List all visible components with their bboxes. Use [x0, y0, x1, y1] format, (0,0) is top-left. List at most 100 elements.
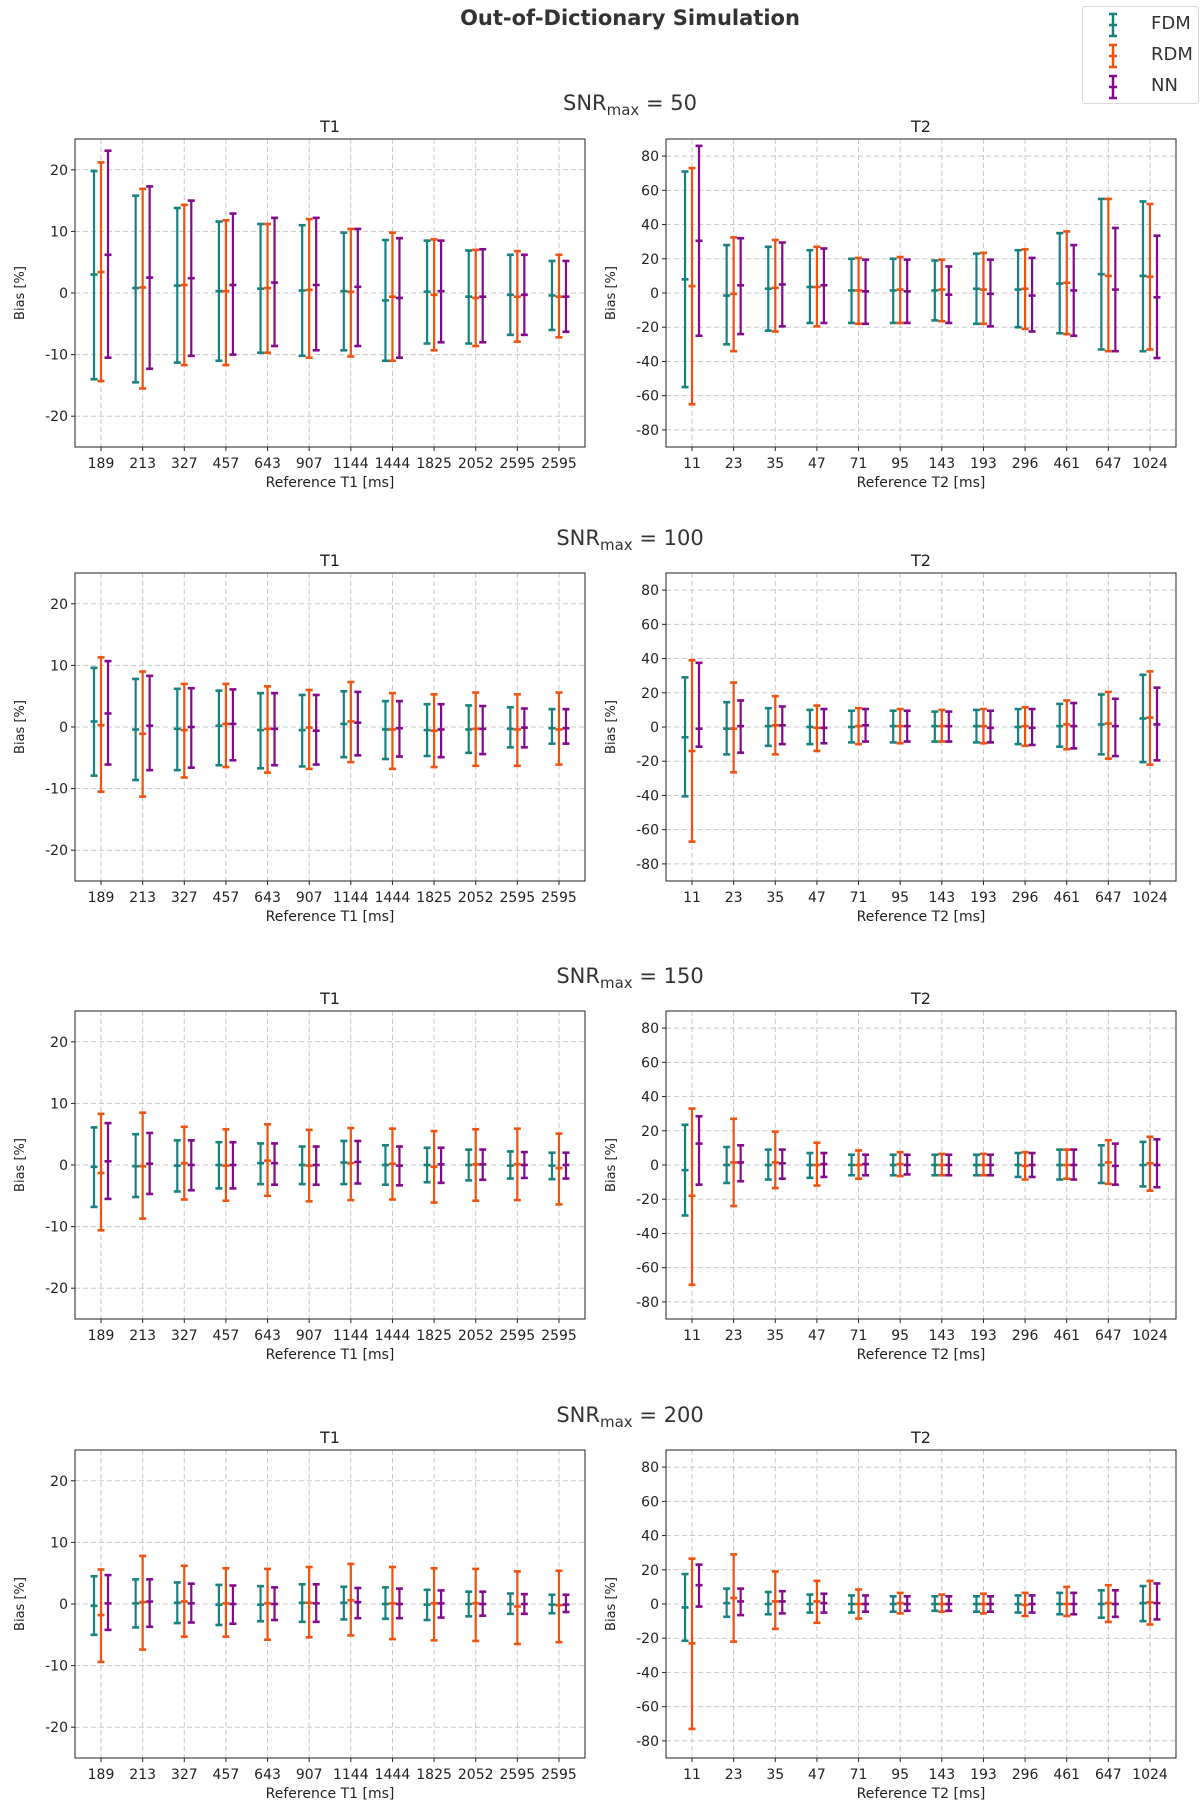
series-fdm	[681, 1572, 1147, 1643]
errorbar-rdm	[1021, 248, 1029, 331]
x-tick-label: 643	[254, 890, 281, 906]
x-axis-label: Reference T1 [ms]	[266, 475, 395, 491]
row-title-value: = 150	[639, 964, 704, 988]
errorbar-nn	[395, 699, 403, 758]
errorbar-rdm	[979, 1152, 987, 1177]
errorbar-fdm	[1139, 673, 1147, 764]
errorbar-nn	[986, 709, 994, 744]
errorbar-fdm	[423, 702, 431, 758]
y-tick-label: 40	[641, 218, 659, 234]
series-nn	[695, 144, 1161, 360]
errorbar-rdm	[1104, 1583, 1112, 1624]
errorbar-rdm	[97, 161, 105, 383]
chart-panel-snr100-t1: -20 -10 0 10 20 189 213 327 457 643 907 1144 1444 182…	[13, 551, 586, 925]
y-axis-label: Bias [%]	[13, 266, 28, 320]
y-tick-label: 10	[50, 1096, 68, 1112]
errorbar-rdm	[1063, 1585, 1071, 1618]
errorbar-nn	[778, 1148, 786, 1180]
errorbar-rdm	[139, 1554, 147, 1651]
errorbar-fdm	[548, 1151, 556, 1181]
x-tick-label: 2595	[541, 1767, 577, 1783]
errorbar-rdm	[139, 187, 147, 390]
x-axis-label: Reference T1 [ms]	[266, 909, 395, 925]
x-tick-label: 23	[725, 890, 743, 906]
x-tick-label: 2052	[458, 890, 494, 906]
errorbar-rdm	[347, 227, 355, 358]
x-tick-label: 296	[1012, 890, 1039, 906]
errorbar-nn	[778, 241, 786, 328]
errorbar-fdm	[723, 1587, 731, 1619]
x-tick-label: 47	[808, 1767, 826, 1783]
errorbar-rdm	[513, 693, 521, 768]
errorbar-nn	[1111, 697, 1119, 758]
x-tick-label: 143	[928, 890, 955, 906]
x-tick-label: 193	[970, 890, 997, 906]
series-nn	[104, 149, 570, 371]
y-tick-label: 60	[641, 183, 659, 199]
x-tick-label: 2052	[458, 1767, 494, 1783]
y-tick-label: 10	[50, 1535, 68, 1551]
errorbar-fdm	[506, 705, 514, 749]
y-tick-label: 20	[641, 1563, 659, 1579]
x-tick-label: 71	[850, 890, 868, 906]
errorbar-fdm	[681, 1572, 689, 1643]
row-title-label: SNR	[556, 1403, 600, 1427]
errorbar-nn	[1111, 1589, 1119, 1619]
y-tick-label: -80	[636, 423, 659, 439]
x-tick-label: 907	[296, 456, 323, 472]
series-fdm	[90, 169, 556, 384]
errorbar-fdm	[132, 1578, 140, 1629]
panel-title: T1	[319, 1428, 340, 1447]
y-tick-label: -20	[636, 754, 659, 770]
errorbar-nn	[271, 1142, 279, 1187]
errorbar-fdm	[1139, 200, 1147, 353]
x-tick-label: 1024	[1132, 456, 1168, 472]
errorbar-nn	[945, 1153, 953, 1177]
legend-label-rdm: RDM	[1151, 44, 1193, 65]
errorbar-fdm	[465, 249, 473, 345]
errorbar-fdm	[1014, 707, 1022, 746]
y-tick-label: 20	[641, 686, 659, 702]
row-title-snr-200: SNRmax = 200	[0, 1403, 1200, 1431]
errorbar-fdm	[215, 1583, 223, 1627]
row-title-label: SNR	[556, 964, 600, 988]
row-title-value: = 100	[639, 526, 704, 550]
y-tick-label: -60	[636, 823, 659, 839]
errorbar-fdm	[1139, 1140, 1147, 1188]
x-tick-label: 95	[891, 890, 909, 906]
errorbar-nn	[903, 1595, 911, 1613]
errorbar-rdm	[896, 1150, 904, 1178]
y-tick-label: -10	[45, 1220, 68, 1236]
y-axis-label: Bias [%]	[13, 1577, 28, 1631]
errorbar-nn	[437, 239, 445, 344]
x-tick-label: 71	[850, 456, 868, 472]
errorbar-rdm	[979, 707, 987, 745]
errorbar-nn	[1028, 707, 1036, 747]
chart-panel-snr150-t1: -20 -10 0 10 20 189 213 327 457 643 907 1144 1444 182…	[13, 989, 586, 1363]
y-tick-label: 60	[641, 617, 659, 633]
row-title-snr-100: SNRmax = 100	[0, 526, 1200, 554]
x-tick-label: 11	[683, 890, 701, 906]
errorbar-fdm	[806, 248, 814, 325]
errorbar-nn	[187, 1582, 195, 1624]
legend: FDM RDM NN	[1082, 6, 1199, 104]
x-tick-label: 457	[213, 890, 240, 906]
errorbar-fdm	[889, 1595, 897, 1613]
x-tick-label: 2595	[500, 456, 536, 472]
errorbar-fdm	[215, 689, 223, 767]
x-tick-label: 1825	[416, 1767, 452, 1783]
errorbar-fdm	[90, 666, 98, 777]
errorbar-rdm	[1146, 1579, 1154, 1626]
y-axis-label: Bias [%]	[604, 1138, 619, 1192]
errorbar-nn	[437, 702, 445, 759]
errorbar-nn	[1028, 1594, 1036, 1614]
y-tick-label: -40	[636, 354, 659, 370]
errorbar-nn	[520, 1150, 528, 1180]
errorbar-fdm	[1056, 231, 1064, 335]
errorbar-rdm	[97, 1112, 105, 1232]
errorbar-fdm	[1056, 702, 1064, 748]
x-tick-label: 1024	[1132, 890, 1168, 906]
errorbar-rdm	[979, 1592, 987, 1615]
row-title-label: SNR	[562, 91, 607, 115]
y-tick-label: 60	[641, 1055, 659, 1071]
